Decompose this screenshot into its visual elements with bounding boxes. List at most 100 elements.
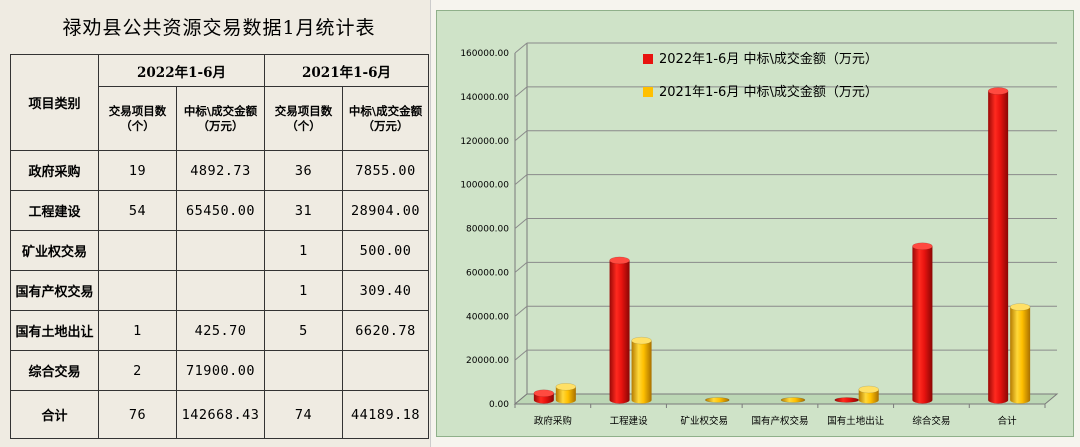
- count-2021: 1: [264, 230, 343, 271]
- y-tick-label: 120000.00: [460, 137, 509, 147]
- legend-label: 2021年1-6月 中标\成交金额（万元）: [659, 84, 878, 100]
- bar-body: [858, 389, 879, 404]
- y-tick-label: 100000.00: [460, 181, 509, 191]
- count-2022: 54: [98, 190, 177, 231]
- amount-2021: 7855.00: [342, 150, 429, 191]
- bar-body: [555, 386, 576, 404]
- gridline-diag: [514, 218, 528, 229]
- bar-2021: [858, 385, 879, 404]
- table-row: 国有产权交易 1 309.40: [10, 270, 429, 311]
- bar-body: [1010, 307, 1031, 404]
- bar-disk: [705, 397, 730, 403]
- amount-2021: 6620.78: [342, 310, 429, 351]
- table-row: 综合交易 2 71900.00: [10, 350, 429, 391]
- row-label: 国有土地出让: [10, 310, 99, 351]
- count-2021: 1: [264, 270, 343, 311]
- x-tick-label: 合计: [998, 415, 1018, 427]
- bar-top: [858, 385, 879, 394]
- y-tick-label: 40000.00: [466, 312, 509, 322]
- count-header-2022: 交易项目数（个）: [98, 86, 177, 151]
- table-row: 矿业权交易 1 500.00: [10, 230, 429, 271]
- gridline-diag: [514, 349, 528, 361]
- amount-2022: 4892.73: [176, 150, 265, 191]
- table-row: 政府采购 19 4892.73 36 7855.00: [10, 150, 429, 191]
- y-tick-label: 160000.00: [460, 49, 509, 59]
- amount-2021: [342, 350, 429, 391]
- bar-2021: [705, 397, 730, 403]
- amount-2022: [176, 230, 265, 271]
- bar-top: [609, 256, 630, 265]
- table-row: 工程建设 54 65450.00 31 28904.00: [10, 190, 429, 231]
- bar-disk: [780, 397, 806, 403]
- gridline-diag: [514, 174, 528, 186]
- table-row: 合计 76 142668.43 74 44189.18: [10, 390, 429, 439]
- y-tick-label: 80000.00: [466, 225, 509, 235]
- amount-2021: 28904.00: [342, 190, 429, 231]
- bar-2021: [631, 336, 652, 404]
- amount-2021: 309.40: [342, 270, 429, 311]
- x-tick-label: 综合交易: [912, 415, 950, 427]
- legend-swatch: [643, 87, 653, 97]
- bar-2022: [834, 397, 859, 403]
- bar-2021: [555, 383, 577, 404]
- bar-body: [631, 340, 652, 404]
- bar-2022: [912, 242, 933, 404]
- chart-panel: 0.00 20000.00 40000.00 60000.00 80000.00 1000…: [436, 10, 1074, 437]
- y-tick-label: 20000.00: [466, 356, 509, 366]
- count-2022: 76: [98, 390, 177, 439]
- count-2021: 5: [264, 310, 343, 351]
- y-tick-label: 140000.00: [460, 93, 509, 103]
- gridline-diag: [514, 42, 528, 54]
- bar-top: [1009, 303, 1031, 311]
- row-label: 工程建设: [10, 190, 99, 231]
- bar-2022: [533, 389, 555, 404]
- x-tick-label: 政府采购: [534, 415, 572, 427]
- row-label: 政府采购: [10, 150, 99, 191]
- row-label: 合计: [10, 390, 99, 439]
- amount-header-2021: 中标\成交金额（万元）: [342, 86, 429, 151]
- x-tick-label: 国有土地出让: [827, 415, 885, 427]
- bar-top: [555, 383, 577, 391]
- amount-2022: 65450.00: [176, 190, 265, 231]
- bar-body: [988, 91, 1009, 404]
- count-2021: 74: [264, 390, 343, 439]
- bar-top: [912, 242, 933, 251]
- table-row: 国有土地出让 1 425.70 5 6620.78: [10, 310, 429, 351]
- stats-table: 项目类别 2022年1-6月 2021年1-6月 交易项目数（个） 中标\成交金…: [10, 54, 429, 439]
- bar-top: [533, 389, 555, 398]
- amount-2021: 500.00: [342, 230, 429, 271]
- bar-disk: [834, 397, 859, 403]
- legend-swatch: [643, 54, 653, 64]
- amount-2022: [176, 270, 265, 311]
- period-2022-header: 2022年1-6月: [98, 54, 265, 87]
- bar-2022: [609, 256, 630, 404]
- bar-2021: [1009, 303, 1031, 404]
- legend-label: 2022年1-6月 中标\成交金额（万元）: [659, 51, 878, 67]
- stats-table-panel: 禄劝县公共资源交易数据1月统计表 项目类别 2022年1-6月 2021年1-6…: [0, 0, 430, 447]
- category-header: 项目类别: [10, 54, 99, 151]
- bar-body: [609, 260, 630, 404]
- bar-top: [987, 87, 1009, 95]
- gridline-diag: [514, 261, 528, 273]
- bar-top: [631, 336, 652, 345]
- table-title: 禄劝县公共资源交易数据1月统计表: [62, 17, 376, 39]
- bar-2022: [987, 87, 1009, 404]
- count-2021: [264, 350, 343, 391]
- gridline-diag: [514, 86, 528, 98]
- count-2021: 36: [264, 150, 343, 191]
- y-tick-label: 60000.00: [466, 268, 509, 278]
- count-2021: 31: [264, 190, 343, 231]
- count-2022: 19: [98, 150, 177, 191]
- gridline-diag: [514, 305, 528, 317]
- x-tick-label: 工程建设: [610, 415, 649, 427]
- amount-header-2022: 中标\成交金额（万元）: [176, 86, 265, 151]
- count-2022: 1: [98, 310, 177, 351]
- x-tick-label: 国有产权交易: [751, 415, 808, 427]
- count-2022: [98, 270, 177, 311]
- period-2021-header: 2021年1-6月: [264, 54, 429, 87]
- count-2022: 2: [98, 350, 177, 391]
- count-header-2021: 交易项目数（个）: [264, 86, 343, 151]
- panel-divider: [430, 0, 431, 447]
- x-tick-label: 矿业权交易: [681, 415, 729, 427]
- row-label: 综合交易: [10, 350, 99, 391]
